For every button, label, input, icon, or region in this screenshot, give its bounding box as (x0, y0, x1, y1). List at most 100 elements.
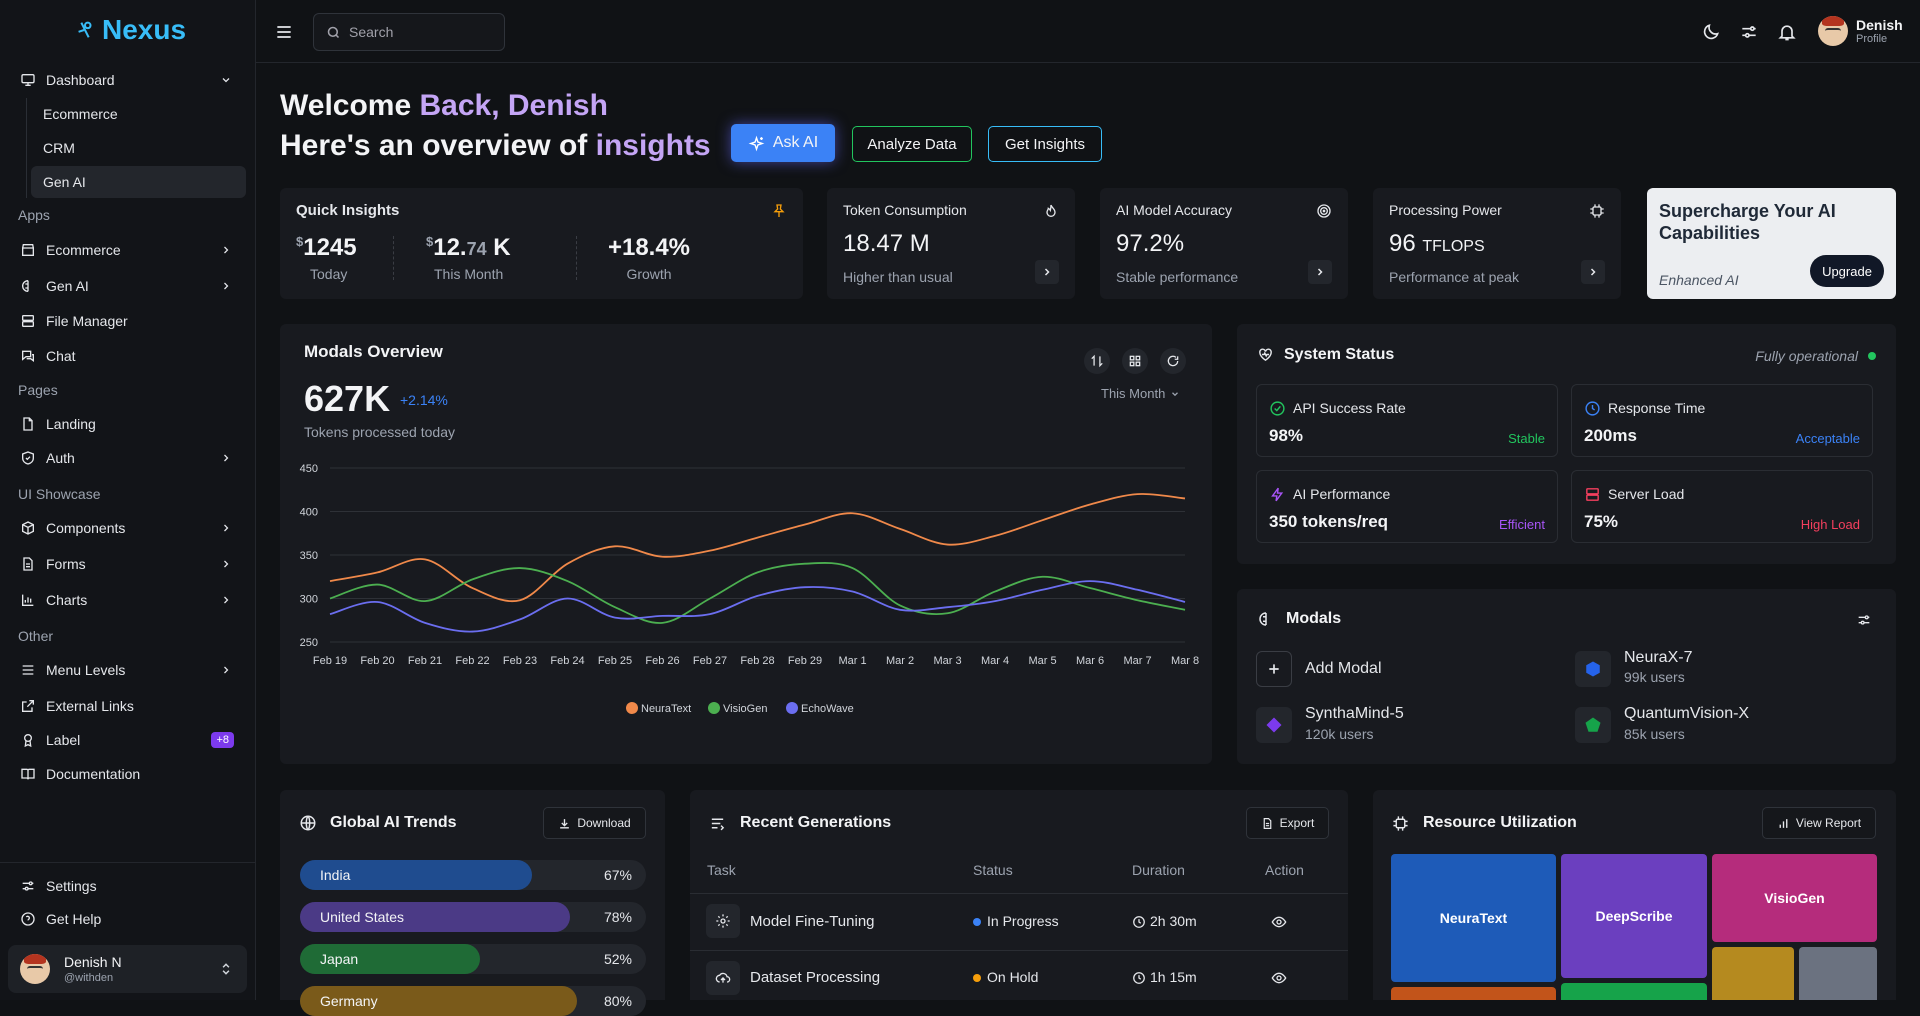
kpi-arrow-button[interactable] (1308, 260, 1332, 284)
logo[interactable]: Nexus (74, 14, 186, 46)
add-modal-button[interactable] (1256, 651, 1292, 687)
moon-icon[interactable] (1701, 22, 1721, 42)
treemap-tile-deepscribe[interactable]: DeepScribe (1561, 854, 1707, 978)
legend-label[interactable]: EchoWave (801, 703, 854, 715)
sidebar-item-dashboard[interactable]: Dashboard (10, 64, 246, 96)
file-text-icon (20, 556, 36, 572)
treemap-tile[interactable] (1799, 947, 1877, 1000)
upgrade-button[interactable]: Upgrade (1810, 255, 1884, 287)
response-time-box: Response Time 200ms Acceptable (1571, 384, 1873, 457)
sidebar: Nexus Dashboard Ecommerce CRM Gen AI App… (0, 0, 256, 1000)
eye-icon[interactable] (1271, 970, 1287, 986)
task-icon (706, 904, 740, 938)
pin-icon[interactable] (771, 203, 787, 219)
bell-icon[interactable] (1777, 22, 1797, 42)
trend-country: Japan (320, 951, 358, 967)
globe-icon (299, 814, 317, 832)
sliders-icon[interactable] (1856, 612, 1872, 628)
table-row[interactable]: Model Fine-Tuning In Progress 2h 30m (690, 894, 1348, 950)
hamburger-menu-icon[interactable] (274, 22, 294, 42)
sidebar-item-gen-ai[interactable]: Gen AI (10, 270, 246, 302)
sidebar-item-auth[interactable]: Auth (10, 442, 246, 474)
sidebar-item-label-menu[interactable]: Label +8 (10, 724, 246, 756)
welcome-heading: Welcome Back, Denish Here's an overview … (280, 86, 711, 166)
x-tick-label: Feb 24 (550, 655, 584, 667)
modal-name[interactable]: NeuraX-7 (1624, 649, 1692, 667)
y-tick-label: 400 (300, 507, 318, 519)
treemap-tile[interactable] (1712, 947, 1794, 1000)
analyze-data-button[interactable]: Analyze Data (852, 126, 972, 162)
card-title: AI Model Accuracy (1116, 202, 1232, 218)
view-report-button[interactable]: View Report (1762, 807, 1876, 839)
refresh-button[interactable] (1160, 348, 1186, 374)
sidebar-sub-crm[interactable]: CRM (31, 132, 246, 164)
cloud-upload-icon (715, 970, 731, 986)
sidebar-item-menu-levels[interactable]: Menu Levels (10, 654, 246, 686)
treemap-tile-neuratext[interactable]: NeuraText (1391, 854, 1556, 982)
sidebar-item-chat[interactable]: Chat (10, 340, 246, 372)
sidebar-item-ecommerce[interactable]: Ecommerce (10, 234, 246, 266)
sidebar-sub-ecommerce[interactable]: Ecommerce (31, 98, 246, 130)
divider (393, 236, 394, 280)
modal-name[interactable]: SynthaMind-5 (1305, 705, 1404, 723)
award-icon (20, 732, 36, 748)
sidebar-sub-gen-ai[interactable]: Gen AI (31, 166, 246, 198)
eye-icon[interactable] (1271, 914, 1287, 930)
x-tick-label: Mar 4 (981, 655, 1009, 667)
logo-text: Nexus (102, 14, 186, 46)
add-modal-label[interactable]: Add Modal (1305, 660, 1382, 678)
period-select[interactable]: This Month (1101, 386, 1180, 401)
modal-name[interactable]: QuantumVision-X (1624, 705, 1749, 723)
token-consumption-card: Token Consumption 18.47 M Higher than us… (827, 188, 1075, 299)
ai-model-accuracy-card: AI Model Accuracy 97.2% Stable performan… (1100, 188, 1348, 299)
y-tick-label: 450 (300, 463, 318, 475)
sidebar-item-label: Get Help (46, 911, 101, 927)
trend-percent: 80% (604, 993, 632, 1009)
grid-button[interactable] (1122, 348, 1148, 374)
sidebar-item-forms[interactable]: Forms (10, 548, 246, 580)
table-row[interactable]: Dataset Processing On Hold 1h 15m (690, 951, 1348, 1000)
y-tick-label: 250 (300, 637, 318, 649)
legend-label[interactable]: NeuraText (641, 703, 691, 715)
treemap-tile[interactable] (1561, 983, 1707, 1000)
kpi-arrow-button[interactable] (1581, 260, 1605, 284)
kpi-arrow-button[interactable] (1035, 260, 1059, 284)
sidebar-item-file-manager[interactable]: File Manager (10, 305, 246, 337)
status-title: Response Time (1608, 400, 1705, 416)
download-button[interactable]: Download (543, 807, 646, 839)
status-dot (973, 974, 981, 982)
sidebar-item-charts[interactable]: Charts (10, 584, 246, 616)
clock-icon (1132, 915, 1146, 929)
legend-label[interactable]: VisioGen (723, 703, 767, 715)
user-card[interactable]: Denish N @withden (8, 945, 247, 993)
sidebar-item-landing[interactable]: Landing (10, 408, 246, 440)
sort-button[interactable] (1084, 348, 1110, 374)
profile-menu[interactable]: Denish Profile (1818, 16, 1903, 46)
get-insights-button[interactable]: Get Insights (988, 126, 1102, 162)
overview-sub: Tokens processed today (304, 424, 455, 440)
sidebar-item-settings[interactable]: Settings (10, 870, 246, 902)
status-tag: Efficient (1499, 517, 1545, 532)
user-handle: @withden (64, 972, 122, 984)
export-button[interactable]: Export (1246, 807, 1329, 839)
user-name: Denish N (64, 954, 122, 970)
welcome-text: Welcome (280, 89, 420, 122)
treemap-tile-visiogen[interactable]: VisioGen (1712, 854, 1877, 942)
sidebar-item-get-help[interactable]: Get Help (10, 903, 246, 935)
treemap-tile[interactable] (1391, 987, 1556, 1000)
search-input[interactable]: Search (313, 13, 505, 51)
sidebar-item-external-links[interactable]: External Links (10, 690, 246, 722)
sidebar-item-documentation[interactable]: Documentation (10, 758, 246, 790)
modal-icon-neurax (1575, 651, 1611, 687)
sidebar-item-label: Documentation (46, 766, 140, 782)
y-tick-label: 300 (300, 594, 318, 606)
refresh-icon (1166, 354, 1180, 368)
y-tick-label: 350 (300, 550, 318, 562)
sidebar-item-components[interactable]: Components (10, 512, 246, 544)
card-title: Modals Overview (304, 342, 443, 362)
ask-ai-button[interactable]: Ask AI (731, 124, 835, 162)
overview-change: +2.14% (400, 392, 448, 408)
sliders-icon[interactable] (1739, 22, 1759, 42)
download-label: Download (577, 816, 630, 830)
